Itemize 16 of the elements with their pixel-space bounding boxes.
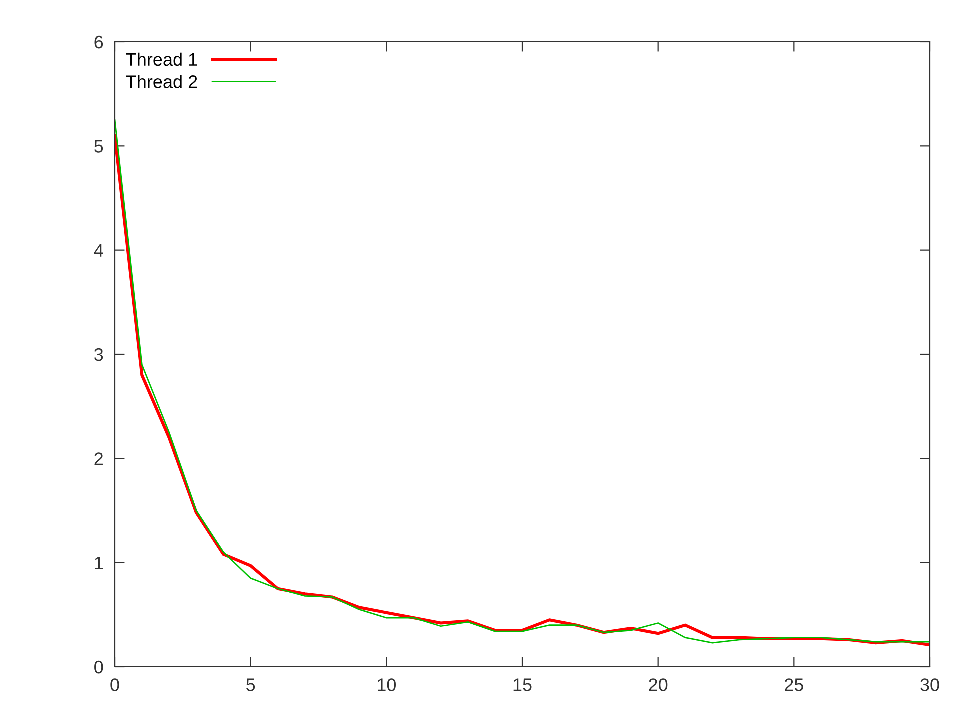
legend-label: Thread 2 (126, 75, 198, 88)
x-tick-label: 10 (378, 678, 396, 692)
y-tick-label: 2 (94, 452, 103, 466)
y-tick-label: 3 (94, 348, 104, 362)
y-tick-label: 0 (94, 660, 104, 674)
x-tick-label: 15 (514, 678, 532, 692)
x-tick-label: 20 (649, 678, 668, 692)
legend-label: Thread 1 (126, 52, 198, 66)
x-tick-label: 25 (785, 678, 804, 692)
x-tick-label: 5 (246, 678, 256, 692)
y-tick-label: 1 (95, 556, 104, 570)
y-tick-label: 6 (94, 36, 104, 49)
y-tick-label: 5 (94, 140, 104, 153)
x-tick-label: 30 (920, 678, 940, 692)
y-tick-label: 4 (94, 244, 104, 257)
x-tick-label: 0 (110, 678, 120, 692)
